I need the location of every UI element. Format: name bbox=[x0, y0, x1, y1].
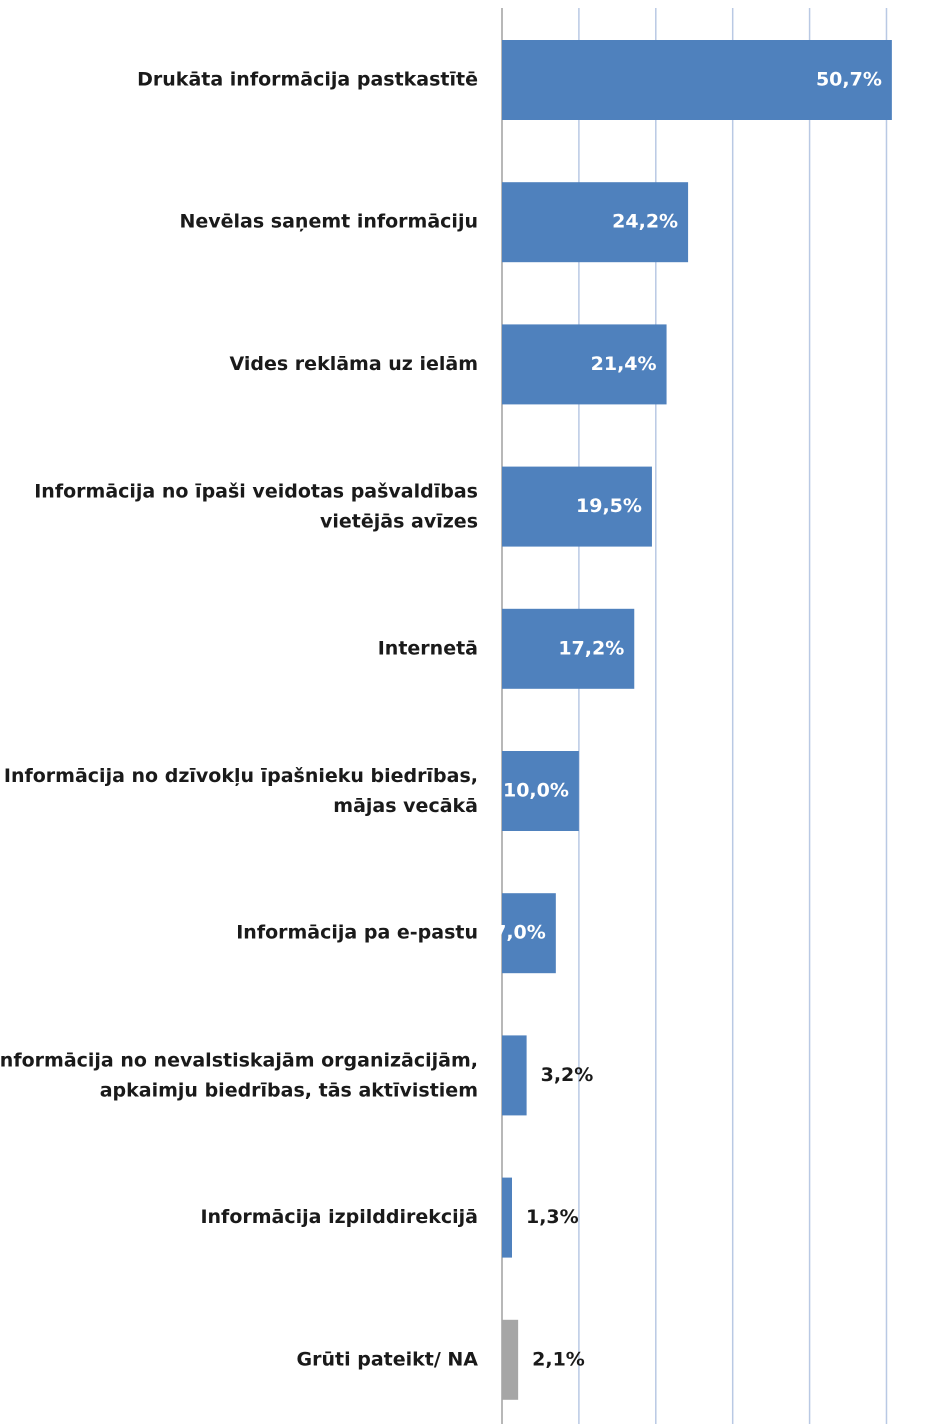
bar bbox=[502, 1177, 512, 1258]
bar bbox=[502, 324, 667, 405]
bar bbox=[502, 1035, 527, 1116]
value-label: 17,2% bbox=[558, 637, 624, 659]
bar bbox=[502, 40, 892, 120]
category-label: Grūti pateikt/ NA bbox=[297, 1348, 479, 1370]
value-label: 2,1% bbox=[532, 1348, 585, 1370]
value-label: 3,2% bbox=[541, 1064, 594, 1086]
category-label: Informācija no īpaši veidotas pašvaldība… bbox=[34, 480, 478, 532]
bar bbox=[502, 608, 635, 689]
bar bbox=[502, 751, 579, 831]
category-label: Nevēlas saņemt informāciju bbox=[179, 211, 478, 233]
value-label: 24,2% bbox=[612, 211, 678, 233]
bar bbox=[502, 893, 556, 974]
bar bbox=[502, 466, 652, 547]
value-label: 1,3% bbox=[526, 1206, 579, 1228]
category-label: Informācija no nevalstiskajām organizāci… bbox=[0, 1049, 478, 1101]
value-label: 19,5% bbox=[576, 495, 642, 517]
category-label: Drukāta informācija pastkastītē bbox=[137, 69, 478, 91]
value-label: 50,7% bbox=[816, 69, 882, 91]
value-label: 21,4% bbox=[591, 353, 657, 375]
value-label: 7,0% bbox=[493, 922, 546, 944]
category-label: Informācija no dzīvokļu īpašnieku biedrī… bbox=[4, 765, 478, 817]
category-label: Informācija izpilddirekcijā bbox=[200, 1206, 478, 1228]
value-label: 10,0% bbox=[503, 780, 569, 802]
category-label: Internetā bbox=[378, 637, 478, 659]
category-label: Informācija pa e-pastu bbox=[236, 922, 478, 944]
bar bbox=[502, 182, 689, 263]
category-label: Vides reklāma uz ielām bbox=[230, 353, 478, 375]
bar bbox=[502, 1319, 519, 1400]
